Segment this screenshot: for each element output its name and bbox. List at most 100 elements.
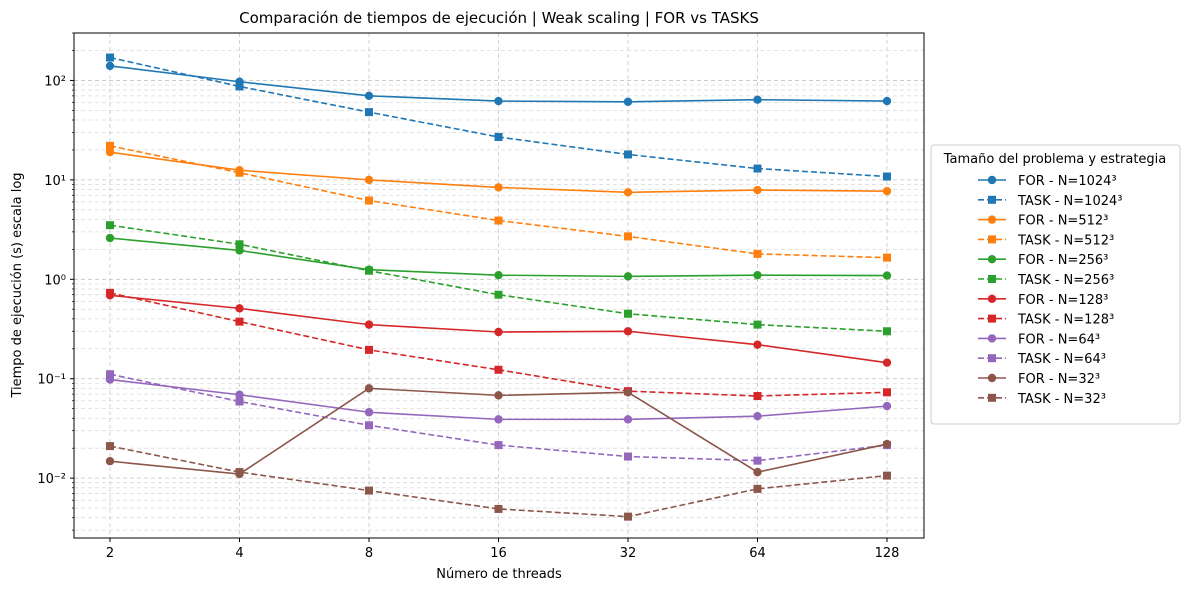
data-point — [882, 271, 892, 280]
legend-label: FOR - N=32³ — [1018, 372, 1100, 387]
legend-label: TASK - N=1024³ — [1017, 194, 1122, 209]
data-point — [105, 61, 115, 71]
data-point — [494, 132, 503, 141]
legend-marker — [988, 314, 996, 323]
data-point — [753, 456, 762, 465]
data-point — [365, 108, 373, 117]
legend-label: TASK - N=512³ — [1017, 233, 1114, 248]
legend-marker — [987, 215, 997, 224]
data-point — [753, 270, 762, 280]
legend-marker — [987, 294, 997, 303]
legend-label: FOR - N=64³ — [1018, 332, 1100, 347]
data-point — [753, 164, 762, 173]
legend-label: FOR - N=128³ — [1018, 293, 1108, 308]
data-point — [494, 504, 503, 513]
data-point — [235, 317, 244, 326]
legend-marker — [988, 275, 996, 283]
data-point — [365, 486, 373, 495]
legend-marker — [987, 175, 997, 185]
data-point — [106, 288, 114, 297]
x-tick-label: 8 — [365, 546, 373, 561]
legend-marker — [987, 334, 997, 343]
legend-marker — [988, 235, 996, 244]
data-point — [753, 411, 762, 421]
legend-marker — [987, 373, 997, 383]
data-point — [106, 442, 114, 451]
data-point — [364, 175, 374, 185]
data-point — [623, 388, 633, 397]
data-point — [494, 183, 503, 192]
data-point — [494, 365, 503, 374]
x-tick-label: 4 — [235, 546, 243, 561]
x-tick-label: 32 — [620, 546, 637, 561]
data-point — [494, 216, 503, 225]
data-point — [365, 345, 373, 354]
y-tick-label: 10² — [44, 74, 66, 89]
legend-label: TASK - N=128³ — [1017, 313, 1114, 328]
legend-title: Tamaño del problema y estrategia — [943, 152, 1167, 167]
legend-marker — [988, 195, 996, 204]
data-point — [882, 358, 892, 367]
data-point — [105, 147, 115, 157]
data-point — [623, 272, 633, 281]
data-point — [753, 249, 762, 258]
data-point — [106, 221, 114, 230]
x-tick-label: 128 — [875, 546, 900, 561]
grid — [74, 32, 924, 538]
data-point — [235, 390, 244, 399]
data-point — [494, 391, 503, 400]
data-point — [494, 270, 503, 280]
data-point — [624, 309, 632, 318]
data-point — [235, 168, 244, 177]
data-point — [882, 96, 892, 106]
data-point — [235, 397, 244, 406]
data-point — [753, 340, 762, 349]
series-layer — [105, 53, 892, 521]
legend-marker — [988, 354, 996, 363]
data-point — [623, 327, 633, 336]
data-point — [753, 484, 762, 493]
legend-items: FOR - N=1024³ TASK - N=1024³ FOR - N=512³ T… — [978, 174, 1122, 407]
data-point — [623, 415, 633, 424]
legend-label: FOR - N=1024³ — [1018, 174, 1117, 189]
data-point — [106, 370, 114, 379]
data-point — [364, 408, 374, 417]
data-point — [365, 196, 373, 205]
y-axis-label: Tiempo de ejecución (s) escala log — [10, 172, 25, 398]
data-point — [494, 327, 503, 337]
y-tick-label: 10⁻² — [37, 472, 66, 487]
data-point — [235, 82, 244, 91]
data-point — [106, 141, 114, 150]
legend-marker — [987, 255, 997, 264]
data-point — [883, 388, 891, 397]
legend-label: FOR - N=512³ — [1018, 214, 1108, 229]
data-point — [624, 150, 632, 159]
data-point — [235, 468, 244, 477]
data-point — [624, 232, 632, 241]
x-axis: 2 4 8 16 32 64 128 — [106, 538, 900, 561]
legend-label: TASK - N=32³ — [1017, 392, 1106, 407]
data-point — [882, 186, 892, 196]
data-point — [883, 471, 891, 480]
x-tick-label: 64 — [749, 546, 766, 561]
data-point — [753, 95, 762, 104]
y-axis: 10⁻² 10⁻¹ 10⁰ 10¹ 10² — [37, 32, 74, 531]
data-point — [623, 97, 633, 106]
data-point — [883, 253, 891, 262]
data-point — [105, 233, 115, 243]
data-point — [106, 53, 114, 62]
plot-frame — [73, 32, 925, 539]
data-point — [235, 240, 244, 249]
y-tick-label: 10⁰ — [44, 273, 66, 288]
x-tick-label: 16 — [490, 546, 507, 561]
data-point — [882, 401, 892, 411]
data-point — [883, 327, 891, 336]
data-point — [623, 188, 633, 197]
data-point — [753, 185, 762, 195]
data-point — [364, 320, 374, 329]
data-point — [624, 512, 632, 521]
data-point — [364, 384, 374, 393]
chart-title: Comparación de tiempos de ejecución | We… — [239, 9, 759, 27]
